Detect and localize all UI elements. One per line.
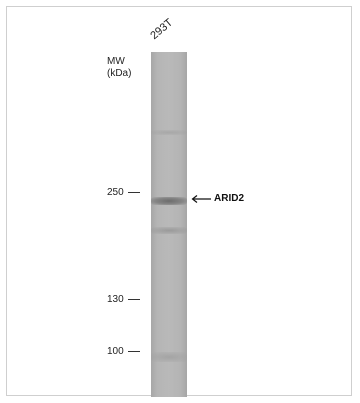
marker-tick (127, 191, 140, 193)
target-band (151, 197, 187, 205)
marker-label: 130 (107, 294, 124, 305)
marker-250: 250 (107, 187, 140, 198)
mw-title-line1: MW (107, 56, 125, 67)
marker-label: 250 (107, 187, 124, 198)
left-arrow-icon (191, 194, 211, 203)
marker-130: 130 (107, 294, 140, 305)
marker-tick (127, 350, 140, 352)
faint-band (151, 227, 187, 234)
mw-axis-title: MW (kDa) (107, 56, 131, 80)
marker-label: 100 (107, 346, 124, 357)
marker-100: 100 (107, 346, 140, 357)
faint-band (151, 130, 187, 135)
blot-lane (151, 52, 187, 397)
target-label: ARID2 (214, 193, 245, 204)
marker-tick (127, 298, 140, 300)
faint-band (151, 352, 187, 362)
target-annotation: ARID2 (191, 193, 244, 204)
mw-title-line2: (kDa) (107, 68, 132, 79)
